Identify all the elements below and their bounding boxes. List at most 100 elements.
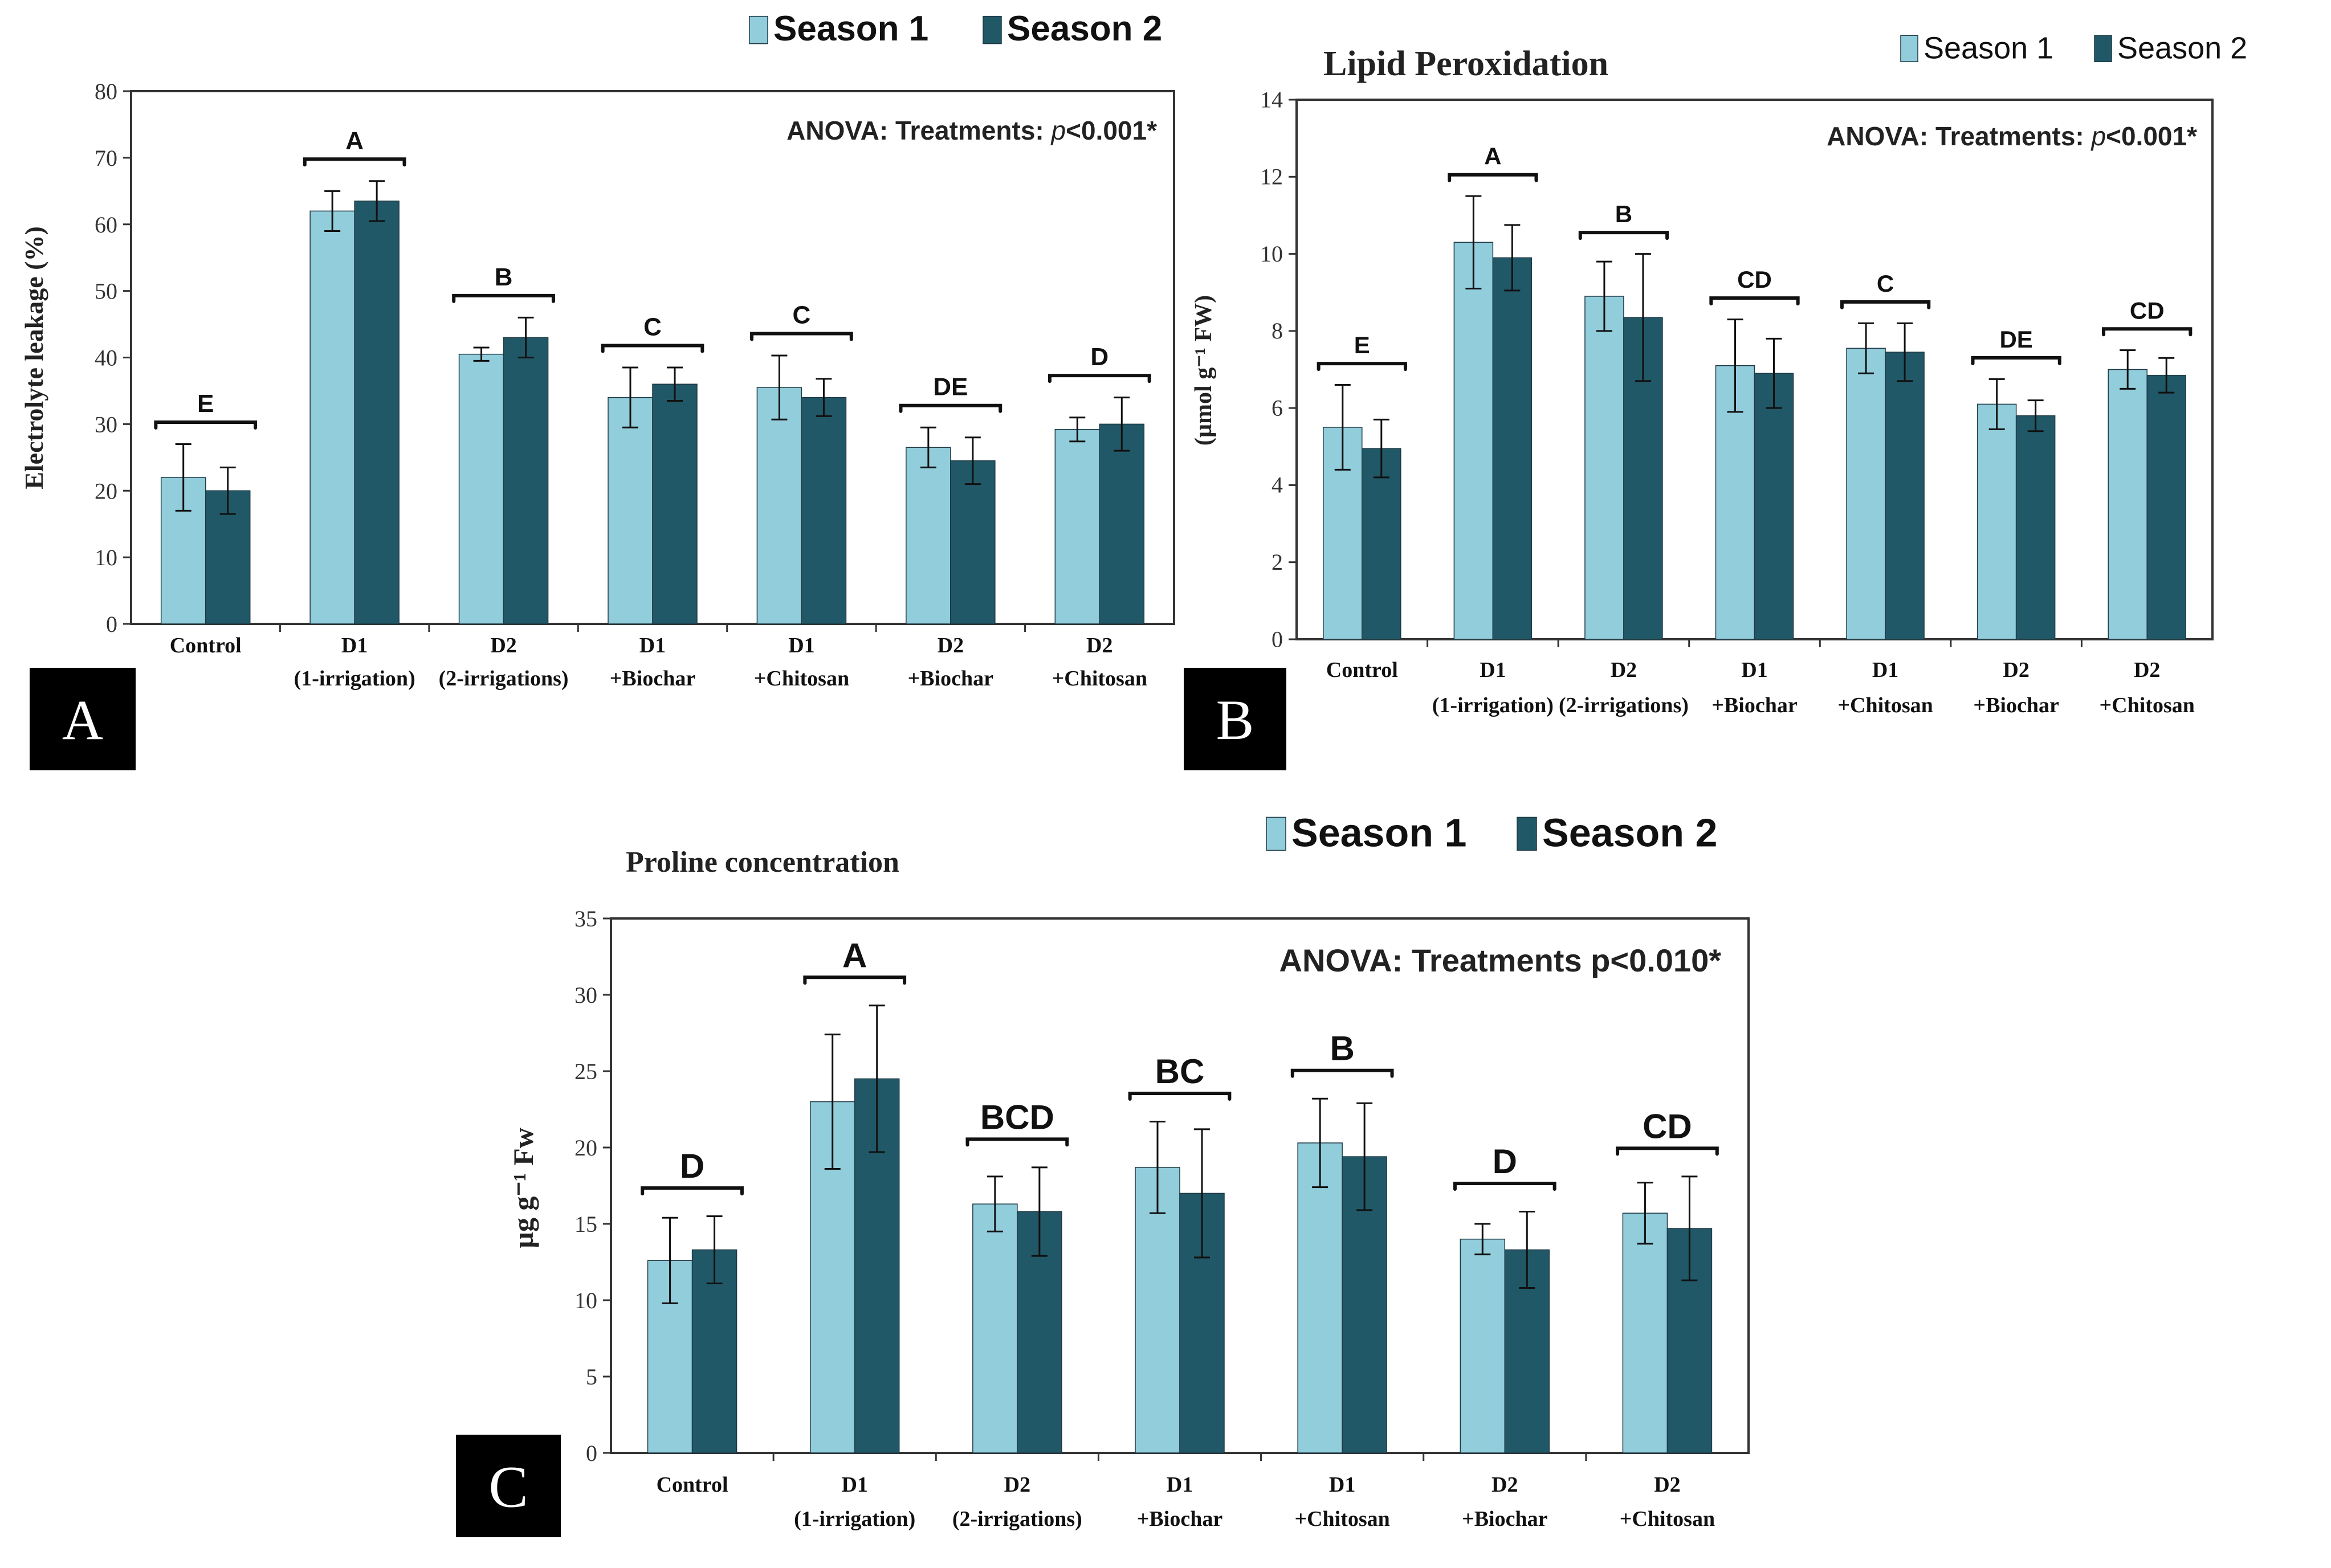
x-category-label: (1-irrigation) — [294, 667, 415, 691]
y-tick-label: 8 — [1272, 318, 1283, 344]
x-category-label: +Biochar — [1462, 1507, 1548, 1531]
y-tick-label: 2 — [1272, 549, 1283, 575]
x-category-label: D1 — [639, 634, 666, 658]
chart-title: Proline concentration — [626, 846, 899, 879]
x-category-label: D2 — [490, 634, 516, 658]
legend-swatch-season1 — [1266, 816, 1286, 851]
panel-c-proline-concentration: 0 5 10 15 20 25 30 35 Control D D1 (1-irrigation) A D… — [456, 811, 1750, 1537]
significance-bracket — [1971, 356, 2061, 366]
bar-season2 — [1492, 257, 1533, 640]
bar-season1 — [1977, 403, 2017, 640]
y-tick-label: 40 — [95, 345, 117, 371]
significance-letter: E — [1354, 332, 1370, 358]
y-tick-label: 15 — [574, 1211, 597, 1237]
significance-bracket — [452, 293, 555, 303]
bar-season2 — [1099, 423, 1145, 624]
x-category-label: (1-irrigation) — [1432, 693, 1554, 717]
x-category-label: Control — [170, 634, 242, 658]
significance-letter: CD — [1643, 1107, 1692, 1145]
x-category-label: +Biochar — [1711, 693, 1798, 717]
significance-letter: B — [495, 263, 513, 291]
y-tick-label: 60 — [95, 212, 117, 238]
bar-season1 — [1622, 1212, 1668, 1453]
panel-label: C — [488, 1454, 528, 1520]
significance-letter: D — [1493, 1142, 1517, 1181]
y-tick-label: 6 — [1272, 395, 1283, 420]
x-category-label: +Biochar — [1973, 693, 2059, 717]
x-category-label: D2 — [938, 634, 964, 658]
bar-season2 — [801, 397, 847, 624]
significance-letter: C — [643, 313, 662, 341]
x-category-label: +Chitosan — [1294, 1507, 1389, 1531]
bar-season2 — [354, 201, 400, 624]
panel-label: A — [62, 688, 103, 752]
significance-letter: B — [1330, 1030, 1354, 1068]
bar-season1 — [1846, 348, 1886, 640]
significance-bracket — [1317, 362, 1407, 371]
y-tick-label: 30 — [574, 982, 597, 1008]
significance-letter: B — [1615, 201, 1632, 227]
significance-bracket — [601, 344, 704, 353]
significance-bracket — [750, 332, 853, 341]
significance-bracket — [2102, 327, 2193, 337]
x-category-label: Control — [1326, 658, 1398, 682]
significance-bracket — [1290, 1068, 1394, 1078]
y-axis-label: Electrolyte leakage (%) — [19, 226, 48, 489]
x-category-label: +Chitosan — [754, 667, 849, 691]
bar-season2 — [652, 383, 698, 624]
x-category-label: +Chitosan — [1620, 1507, 1715, 1531]
y-tick-label: 35 — [574, 906, 597, 932]
significance-bracket — [1128, 1091, 1232, 1101]
bar-season1 — [608, 397, 653, 624]
x-category-label: D1 — [1872, 658, 1898, 682]
anova-note: ANOVA: Treatments: p<0.001* — [786, 116, 1157, 145]
panel-a-electrolyte-leakage: 0 10 20 30 40 50 60 70 80 Control E D1 (1-irrigation… — [19, 9, 1175, 770]
significance-bracket — [1048, 374, 1151, 383]
y-tick-label: 20 — [95, 478, 117, 504]
x-category-label: D2 — [1086, 634, 1112, 658]
x-category-label: D1 — [1741, 658, 1767, 682]
significance-letter: CD — [2130, 297, 2165, 324]
x-category-label: +Chitosan — [1052, 667, 1147, 691]
legend-swatch-season1 — [749, 15, 768, 44]
panel-label: B — [1216, 688, 1254, 752]
x-category-label: +Biochar — [610, 667, 696, 691]
legend-label: Season 2 — [1542, 811, 1717, 855]
x-category-label: D1 — [1167, 1473, 1193, 1497]
significance-letter: BC — [1155, 1052, 1205, 1091]
bar-season2 — [2015, 415, 2056, 640]
x-category-label: (2-irrigations) — [952, 1507, 1082, 1531]
bar-season1 — [972, 1203, 1018, 1453]
bar-season2 — [1885, 352, 1925, 640]
x-category-label: D2 — [1004, 1473, 1030, 1497]
significance-letter: D — [680, 1147, 704, 1185]
legend-swatch-season2 — [983, 15, 1002, 44]
y-tick-label: 0 — [106, 611, 117, 637]
y-tick-label: 0 — [586, 1440, 597, 1466]
x-category-label: Control — [657, 1473, 728, 1497]
bar-season1 — [1135, 1167, 1180, 1453]
y-tick-label: 0 — [1272, 626, 1283, 652]
bar-season2 — [950, 460, 996, 624]
significance-bracket — [1840, 300, 1931, 309]
bar-season1 — [906, 447, 951, 624]
y-tick-label: 70 — [95, 145, 117, 171]
x-category-label: D1 — [788, 634, 814, 658]
chart-title: Lipid Peroxidation — [1323, 44, 1608, 83]
x-category-label: D1 — [841, 1473, 867, 1497]
bar-season2 — [503, 337, 549, 624]
significance-bracket — [303, 157, 406, 167]
y-tick-label: 10 — [1260, 241, 1283, 267]
y-axis-label: µg g⁻¹ Fw — [507, 1128, 539, 1248]
significance-letter: CD — [1737, 266, 1772, 293]
significance-bracket — [1578, 231, 1669, 240]
bar-season1 — [1054, 428, 1101, 624]
significance-letter: A — [1484, 143, 1501, 170]
x-category-label: +Biochar — [1137, 1507, 1223, 1531]
x-category-label: +Chitosan — [2100, 693, 2195, 717]
significance-bracket — [803, 975, 907, 985]
y-tick-label: 10 — [95, 545, 117, 570]
bar-season2 — [1754, 373, 1794, 640]
panel-label-box — [30, 668, 136, 770]
